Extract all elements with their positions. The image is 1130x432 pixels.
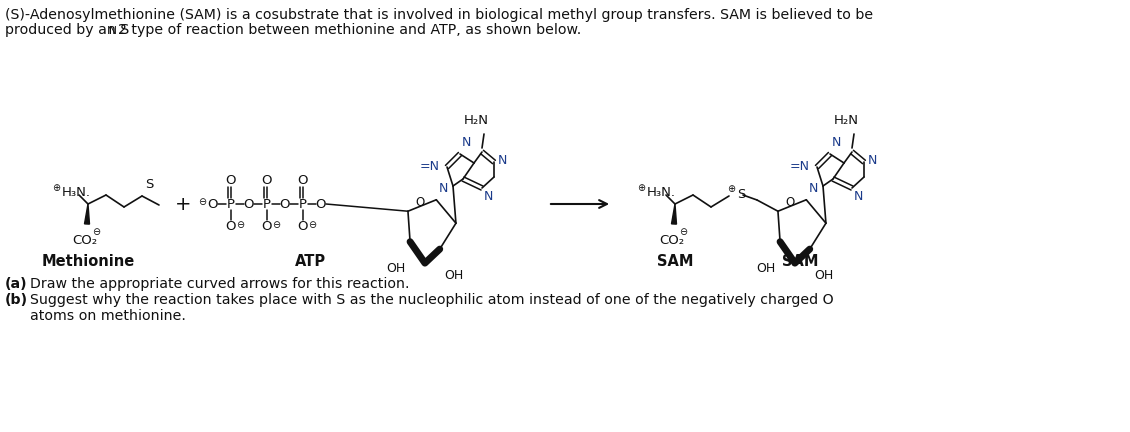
Text: O: O — [315, 197, 327, 210]
Text: OH: OH — [814, 269, 833, 282]
Text: SAM: SAM — [782, 254, 818, 270]
Polygon shape — [85, 204, 89, 224]
Text: ⊖: ⊖ — [679, 227, 687, 237]
Text: O: O — [225, 175, 235, 187]
Text: OH: OH — [444, 269, 463, 282]
Text: (a): (a) — [5, 277, 27, 291]
Text: N: N — [868, 153, 877, 166]
Text: P: P — [299, 197, 307, 210]
Text: S: S — [737, 188, 746, 201]
Text: 2 type of reaction between methionine and ATP, as shown below.: 2 type of reaction between methionine an… — [118, 23, 581, 37]
Text: OH: OH — [756, 262, 775, 275]
Text: produced by an S: produced by an S — [5, 23, 129, 37]
Text: ⊕: ⊕ — [637, 183, 645, 193]
Text: N: N — [484, 190, 494, 203]
Text: (S)-Adenosylmethionine (SAM) is a cosubstrate that is involved in biological met: (S)-Adenosylmethionine (SAM) is a cosubs… — [5, 8, 873, 22]
Text: N: N — [498, 153, 507, 166]
Text: O: O — [262, 220, 272, 234]
Text: Draw the appropriate curved arrows for this reaction.: Draw the appropriate curved arrows for t… — [31, 277, 409, 291]
Text: SAM: SAM — [657, 254, 693, 270]
Text: Suggest why the reaction takes place with S as the nucleophilic atom instead of : Suggest why the reaction takes place wit… — [31, 293, 834, 307]
Text: N: N — [854, 190, 863, 203]
Text: O: O — [226, 220, 236, 234]
Text: ⊕: ⊕ — [52, 183, 60, 193]
Text: O: O — [261, 175, 271, 187]
Text: O: O — [297, 220, 308, 234]
Text: H₃N.: H₃N. — [62, 185, 92, 198]
Text: ⊖: ⊖ — [92, 227, 101, 237]
Text: S: S — [145, 178, 154, 191]
Text: ⊖: ⊖ — [308, 220, 316, 230]
Text: =N: =N — [420, 159, 440, 172]
Text: O: O — [785, 196, 794, 209]
Text: O: O — [297, 175, 307, 187]
Polygon shape — [671, 204, 677, 224]
Text: =N: =N — [790, 159, 810, 172]
Text: H₂N: H₂N — [463, 114, 488, 127]
Text: CO₂: CO₂ — [660, 234, 685, 247]
Text: ⊖: ⊖ — [198, 197, 206, 207]
Text: O: O — [208, 197, 218, 210]
Text: N: N — [832, 136, 842, 149]
Text: ⊕: ⊕ — [727, 184, 734, 194]
Text: ⊖: ⊖ — [272, 220, 280, 230]
Text: N: N — [462, 136, 471, 149]
Text: ATP: ATP — [295, 254, 325, 270]
Text: (b): (b) — [5, 293, 28, 307]
Text: H₃N.: H₃N. — [647, 185, 676, 198]
Text: OH: OH — [386, 262, 406, 275]
Text: O: O — [280, 197, 290, 210]
Text: N: N — [809, 181, 818, 194]
Text: CO₂: CO₂ — [72, 234, 97, 247]
Text: ⊖: ⊖ — [236, 220, 244, 230]
Text: P: P — [263, 197, 271, 210]
Text: Methionine: Methionine — [42, 254, 134, 270]
Text: O: O — [244, 197, 254, 210]
Text: O: O — [416, 196, 425, 209]
Text: N: N — [108, 26, 116, 36]
Text: atoms on methionine.: atoms on methionine. — [31, 309, 185, 323]
Text: H₂N: H₂N — [834, 114, 859, 127]
Text: N: N — [438, 181, 447, 194]
Text: +: + — [175, 194, 191, 213]
Text: P: P — [227, 197, 235, 210]
